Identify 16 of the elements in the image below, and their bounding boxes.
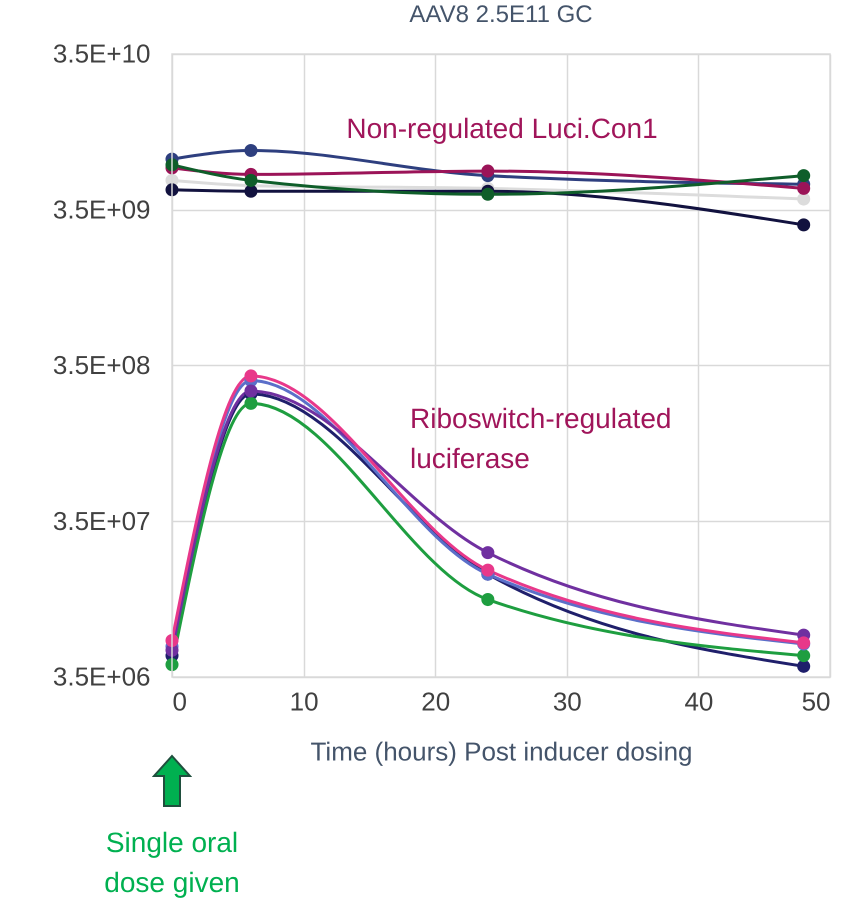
x-tick-label: 30 bbox=[552, 686, 582, 716]
chart-title: AAV8 2.5E11 GC bbox=[409, 1, 593, 28]
annotation: Non-regulated Luci.Con1 bbox=[346, 113, 658, 144]
y-tick-label: 3.5E+06 bbox=[52, 662, 150, 692]
annotation: Riboswitch-regulated luciferase bbox=[410, 403, 672, 474]
x-tick-label: 0 bbox=[172, 686, 187, 716]
x-tick-label: 20 bbox=[421, 686, 450, 716]
x-tick-label: 50 bbox=[802, 686, 830, 716]
y-tick-label: 3.5E+08 bbox=[52, 350, 150, 380]
x-tick-label: 10 bbox=[290, 686, 319, 716]
y-tick-label: 3.5E+10 bbox=[52, 38, 150, 68]
x-axis-title: Time (hours) Post inducer dosing bbox=[310, 736, 692, 766]
text: Single oral dose given bbox=[104, 827, 240, 898]
x-tick-label: 40 bbox=[684, 686, 714, 716]
y-tick-label: 3.5E+07 bbox=[52, 506, 150, 536]
y-tick-label: 3.5E+09 bbox=[52, 194, 150, 224]
